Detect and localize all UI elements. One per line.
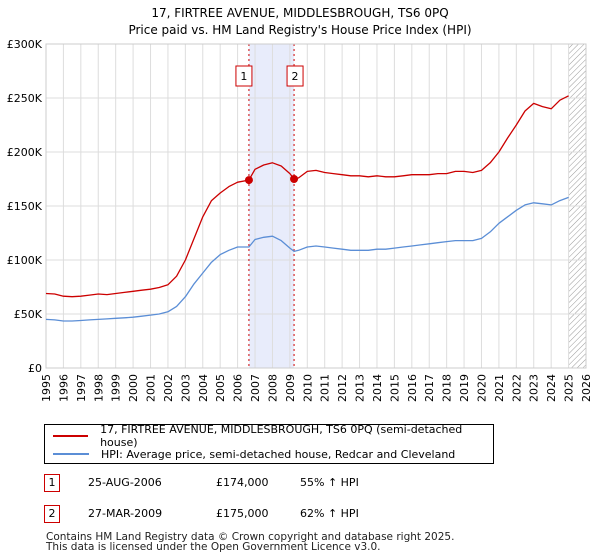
x-tick-label: 2010 — [301, 374, 314, 402]
legend-swatch-hpi — [53, 453, 89, 455]
y-tick-label: £250K — [7, 92, 43, 105]
y-tick-label: £50K — [14, 308, 43, 321]
x-tick-label: 2001 — [145, 374, 158, 402]
transaction-date: 25-AUG-2006 — [88, 476, 162, 489]
x-tick-label: 2017 — [423, 374, 436, 402]
plot-area: 1 2 £0 £50K £100K £150K £200K £250K £300K 1995 199… — [7, 38, 593, 402]
price-chart: 17, FIRTREE AVENUE, MIDDLESBROUGH, TS6 0… — [7, 6, 593, 402]
x-tick-label: 1999 — [110, 374, 123, 402]
series-line-hpi — [45, 196, 569, 322]
x-tick-label: 2014 — [371, 374, 384, 402]
y-tick-label: £0 — [28, 362, 42, 375]
transaction-badge: 2 — [44, 505, 60, 523]
x-tick-label: 1995 — [40, 374, 53, 402]
sale-badge-box — [235, 65, 253, 87]
transaction-badge: 1 — [44, 474, 60, 492]
sale-badge-label: 2 — [292, 70, 299, 83]
chart-subtitle: Price paid vs. HM Land Registry's House … — [128, 23, 471, 37]
series-line-property — [45, 95, 569, 298]
legend-item-property: 17, FIRTREE AVENUE, MIDDLESBROUGH, TS6 0… — [53, 423, 493, 449]
x-tick-label: 2012 — [336, 374, 349, 402]
y-tick-label: £150K — [7, 200, 43, 213]
y-tick-label: £300K — [7, 38, 43, 51]
sale-badge-box — [286, 65, 304, 87]
x-tick-label: 2019 — [458, 374, 471, 402]
x-tick-label: 2025 — [563, 374, 576, 402]
x-tick-label: 2020 — [475, 374, 488, 402]
x-tick-label: 2024 — [545, 374, 558, 402]
legend-swatch-property — [53, 435, 89, 437]
legend-item-hpi: HPI: Average price, semi-detached house,… — [53, 445, 455, 463]
legend: 17, FIRTREE AVENUE, MIDDLESBROUGH, TS6 0… — [44, 423, 494, 464]
x-tick-label: 2021 — [493, 374, 506, 402]
sale-point — [290, 175, 299, 183]
x-tick-label: 2009 — [284, 374, 297, 402]
sale-point — [244, 176, 253, 185]
transaction-date: 27-MAR-2009 — [88, 507, 163, 520]
x-tick-label: 1996 — [57, 374, 70, 402]
x-tick-label: 2022 — [510, 374, 523, 402]
x-tick-label: 2023 — [528, 374, 541, 402]
x-tick-label: 1998 — [92, 374, 105, 402]
legend-label-property: 17, FIRTREE AVENUE, MIDDLESBROUGH, TS6 0… — [100, 423, 463, 449]
x-tick-label: 2004 — [197, 374, 210, 402]
x-tick-label: 2002 — [162, 374, 175, 402]
x-tick-label: 2003 — [179, 374, 192, 402]
x-tick-label: 2018 — [441, 374, 454, 402]
x-tick-label: 2006 — [232, 374, 245, 402]
y-tick-label: £100K — [7, 254, 43, 267]
sale-badge-label: 1 — [240, 70, 247, 83]
x-tick-label: 2008 — [266, 374, 279, 402]
legend-label-hpi: HPI: Average price, semi-detached house,… — [101, 447, 456, 461]
plot-frame — [45, 43, 587, 369]
transaction-hpi: 55% ↑ HPI — [300, 476, 359, 489]
transaction-hpi: 62% ↑ HPI — [300, 507, 359, 520]
y-tick-label: £200K — [7, 146, 43, 159]
x-tick-label: 2013 — [354, 374, 367, 402]
footer-licence: This data is licensed under the Open Gov… — [46, 541, 381, 553]
x-tick-label: 2005 — [214, 374, 227, 402]
x-tick-label: 2007 — [249, 374, 262, 402]
x-tick-label: 2000 — [127, 374, 140, 402]
chart-title: 17, FIRTREE AVENUE, MIDDLESBROUGH, TS6 0… — [151, 6, 448, 20]
x-tick-label: 2015 — [388, 374, 401, 402]
x-tick-label: 2026 — [580, 374, 593, 402]
x-tick-label: 1997 — [75, 374, 88, 402]
transaction-price: £174,000 — [216, 476, 269, 489]
transaction-price: £175,000 — [216, 507, 269, 520]
x-tick-label: 2016 — [406, 374, 419, 402]
footer: Contains HM Land Registry data © Crown c… — [46, 531, 455, 553]
footer-copyright: Contains HM Land Registry data © Crown c… — [46, 531, 455, 543]
x-tick-label: 2011 — [319, 374, 332, 402]
